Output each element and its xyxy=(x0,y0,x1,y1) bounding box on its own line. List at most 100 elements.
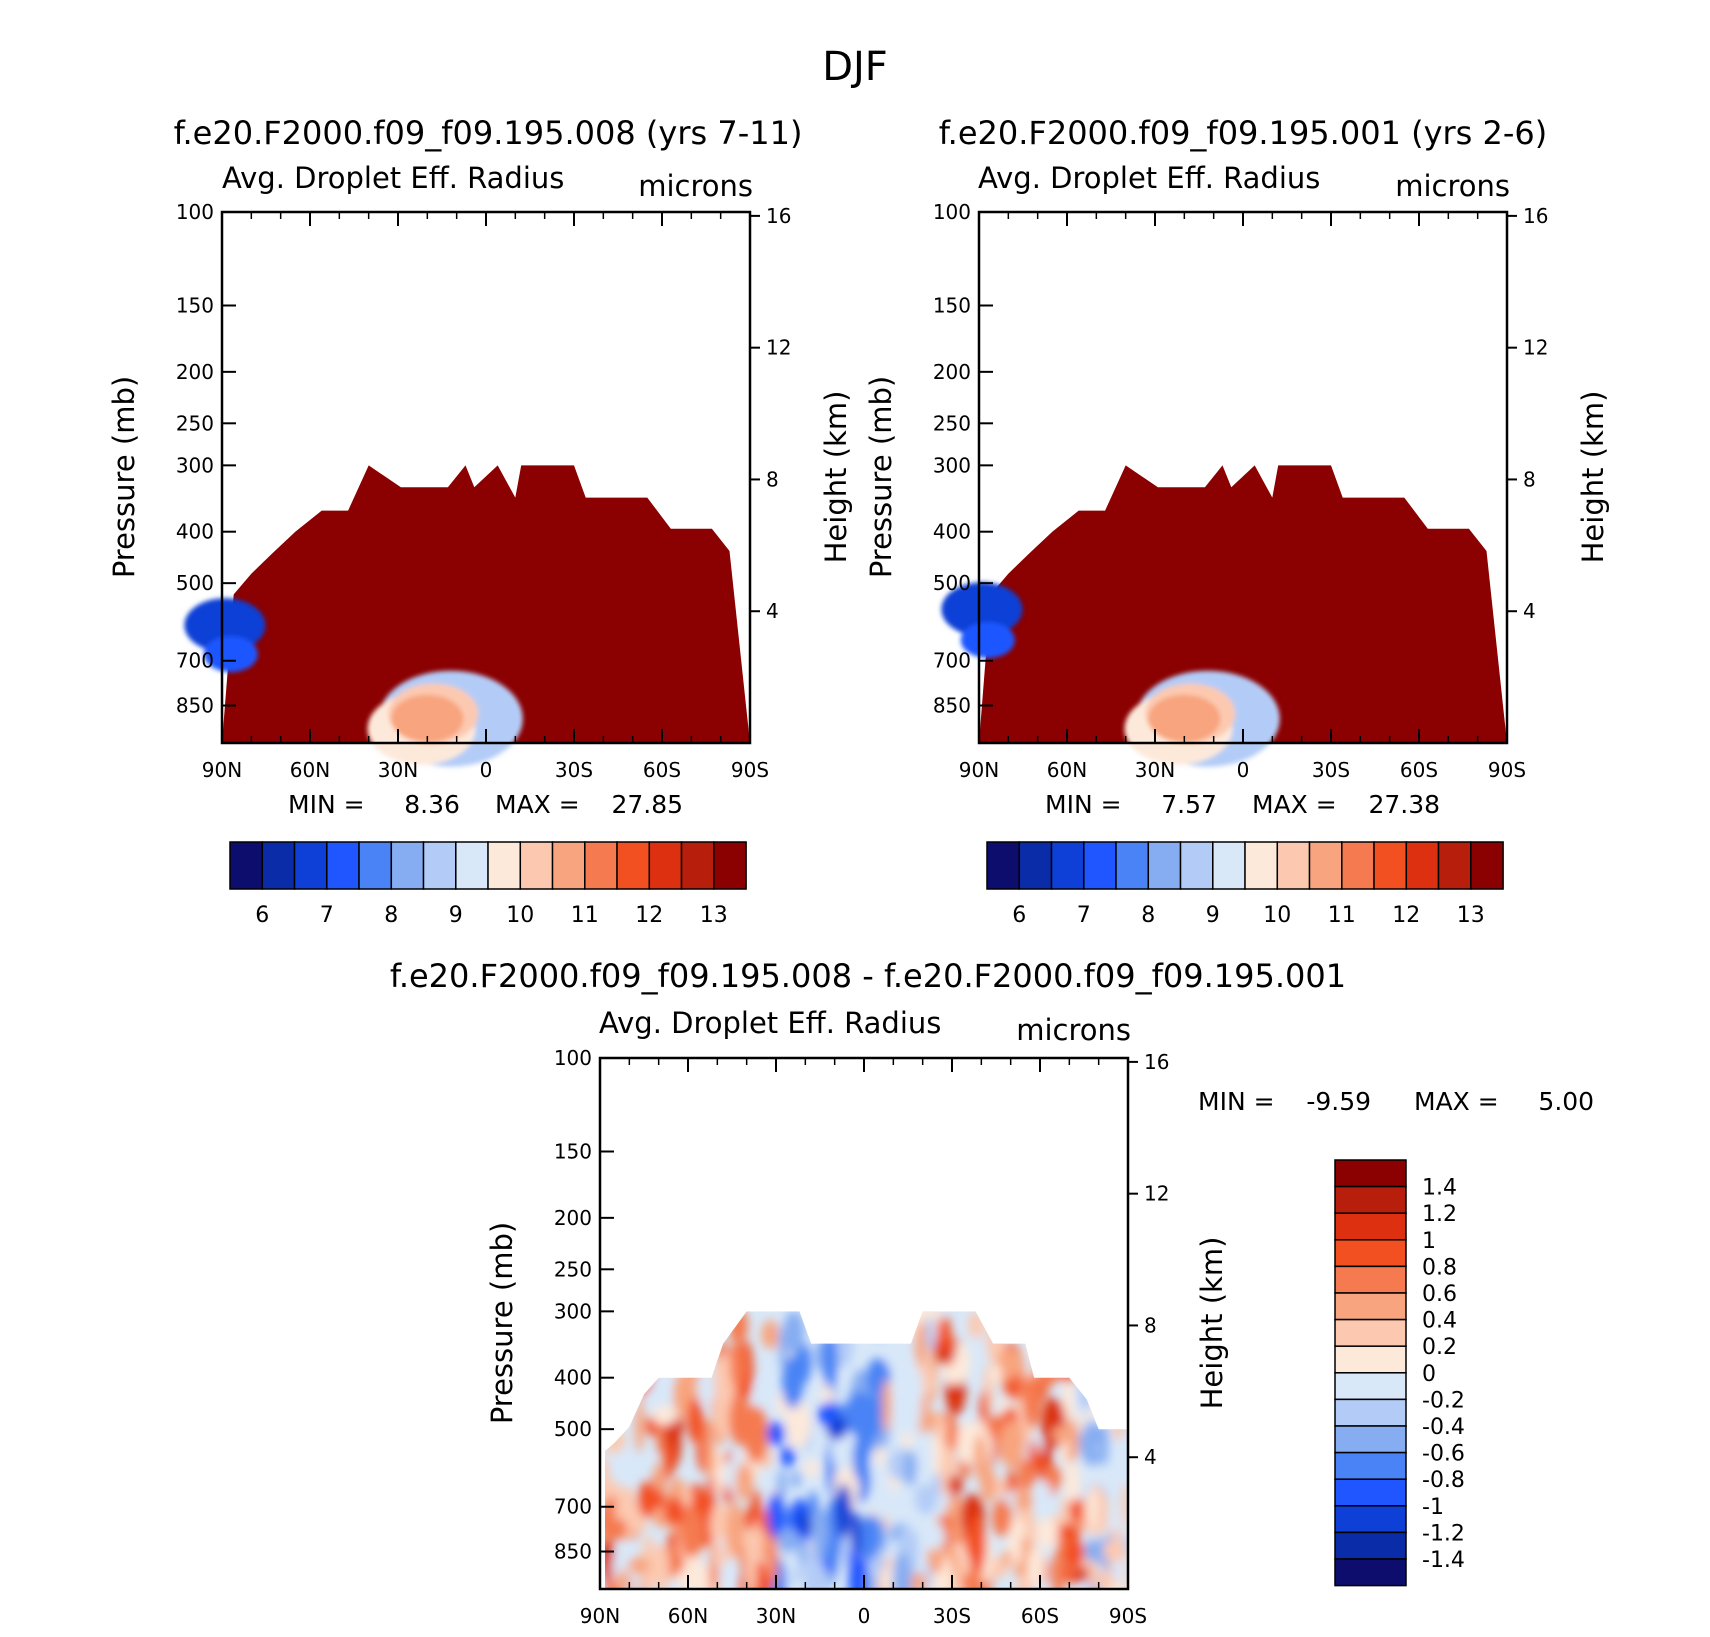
colorbar-tick-label: 0 xyxy=(1422,1362,1436,1387)
field-contour xyxy=(960,622,1015,659)
field-contour xyxy=(991,1498,1012,1537)
field-contour xyxy=(645,1416,658,1437)
units-label: microns xyxy=(638,169,753,203)
y-tick-label: 400 xyxy=(176,520,214,544)
field-contour xyxy=(1054,1311,1075,1328)
x-tick-label: 90S xyxy=(1109,1604,1147,1628)
y-tick-label: 250 xyxy=(933,411,971,435)
x-tick-label: 0 xyxy=(858,1604,871,1628)
field-contour xyxy=(1112,1311,1128,1338)
colorbar-cell xyxy=(713,841,747,890)
colorbar-tick-label: 7 xyxy=(320,903,334,928)
y-tick-label: 300 xyxy=(933,453,971,477)
field-contour xyxy=(704,1440,716,1478)
colorbar-cell xyxy=(1405,841,1440,890)
field-contour xyxy=(999,1419,1025,1469)
field-contour xyxy=(743,1405,769,1464)
colorbar-cell xyxy=(551,841,586,890)
y-tick-label: 400 xyxy=(554,1366,592,1390)
colorbar-cell xyxy=(1083,841,1117,890)
colorbar-cell xyxy=(390,841,425,890)
x-tick-label: 90N xyxy=(580,1604,620,1628)
colorbar-cell xyxy=(1334,1398,1407,1427)
field-contour xyxy=(989,1365,1003,1384)
y-tick-label: 700 xyxy=(554,1495,592,1519)
colorbar-tick-label: 11 xyxy=(1328,903,1356,928)
axis-ticks: 100 150 200 250 300 400 500 700 850 16 12 8 4 90N 60N 3… xyxy=(554,1046,1170,1628)
field-contour xyxy=(1103,1538,1127,1562)
x-tick-label: 90N xyxy=(959,758,999,782)
field-contour xyxy=(761,1320,780,1349)
colorbar-cell xyxy=(487,841,522,890)
field-contour xyxy=(956,1557,973,1574)
field-contour xyxy=(687,1397,703,1444)
field-contour xyxy=(850,1511,862,1558)
field-contour xyxy=(1057,1523,1082,1540)
colorbar-tick-label: 9 xyxy=(449,903,463,928)
field-contour xyxy=(1008,1518,1025,1544)
field-contour xyxy=(710,1502,732,1549)
colorbar-cell xyxy=(1334,1478,1407,1507)
x-tick-label: 60S xyxy=(1021,1604,1059,1628)
field-contour xyxy=(1022,1374,1042,1428)
axis-ticks: 100 150 200 250 300 400 500 700 850 16 12 8 4 90N 60N 3… xyxy=(176,200,792,782)
field-contour xyxy=(811,1506,829,1558)
field-layer xyxy=(941,465,1507,767)
colorbar-cell xyxy=(1244,841,1279,890)
axis-ticks: 100 150 200 250 300 400 500 700 850 16 12 8 4 90N 60N 3… xyxy=(933,200,1549,782)
field-contour xyxy=(785,1400,811,1449)
y-tick-label: 100 xyxy=(176,200,214,224)
field-contour xyxy=(624,1327,636,1362)
field-contour xyxy=(605,1379,615,1402)
field-contour xyxy=(968,1514,987,1575)
field-contour xyxy=(997,1348,1024,1379)
colorbar-tick-label: 1.4 xyxy=(1422,1176,1457,1201)
field-contour xyxy=(663,1442,675,1479)
field-contour xyxy=(835,1483,852,1538)
field-contour xyxy=(1087,1485,1098,1531)
x-tick-label: 60S xyxy=(1400,758,1438,782)
y-tick-label: 200 xyxy=(176,360,214,384)
field-contour xyxy=(755,1560,770,1589)
colorbar-cell xyxy=(1437,841,1472,890)
field-contour xyxy=(735,1462,754,1501)
field-contour xyxy=(681,1311,703,1350)
panel-title: f.e20.F2000.f09_f09.195.008 (yrs 7-11) xyxy=(174,114,803,152)
panel-title: f.e20.F2000.f09_f09.195.008 - f.e20.F200… xyxy=(390,957,1346,995)
y2-tick-label: 16 xyxy=(1144,1050,1169,1074)
field-contour xyxy=(948,1474,963,1496)
colorbar-cell xyxy=(455,841,489,890)
colorbar-tick-label: 1.2 xyxy=(1422,1202,1457,1227)
field-contour xyxy=(872,1311,888,1341)
x-tick-label: 0 xyxy=(480,758,493,782)
field-contour xyxy=(634,1350,648,1399)
field-region xyxy=(222,465,750,743)
colorbar-cell xyxy=(326,841,360,890)
colorbar-tick-label: -0.8 xyxy=(1422,1468,1465,1493)
colorbar-cell xyxy=(1470,841,1504,890)
field-contour xyxy=(626,1328,643,1378)
field-contour xyxy=(777,1469,787,1500)
colorbar-cell xyxy=(1334,1505,1407,1534)
y2-tick-label: 12 xyxy=(1144,1182,1169,1206)
y2-axis-label: Height (km) xyxy=(1576,391,1610,564)
field-contour xyxy=(754,1382,772,1408)
x-tick-label: 60N xyxy=(290,758,330,782)
field-contour xyxy=(926,1521,945,1551)
colorbar-cell xyxy=(680,841,715,890)
y-tick-label: 500 xyxy=(933,571,971,595)
x-tick-label: 30S xyxy=(555,758,593,782)
field-contour xyxy=(203,636,258,673)
field-contour xyxy=(745,1537,757,1589)
colorbar-tick-label: 0.8 xyxy=(1422,1255,1457,1280)
x-tick-label: 30N xyxy=(378,758,418,782)
colorbar-cell xyxy=(1334,1159,1407,1188)
panel-right: f.e20.F2000.f09_f09.195.001 (yrs 2-6) Av… xyxy=(864,114,1610,928)
y-tick-label: 150 xyxy=(554,1140,592,1164)
y-tick-label: 250 xyxy=(176,411,214,435)
field-contour xyxy=(1064,1537,1085,1569)
field-contour xyxy=(637,1481,657,1518)
field-contour xyxy=(652,1405,677,1426)
field-contour xyxy=(653,1543,666,1589)
